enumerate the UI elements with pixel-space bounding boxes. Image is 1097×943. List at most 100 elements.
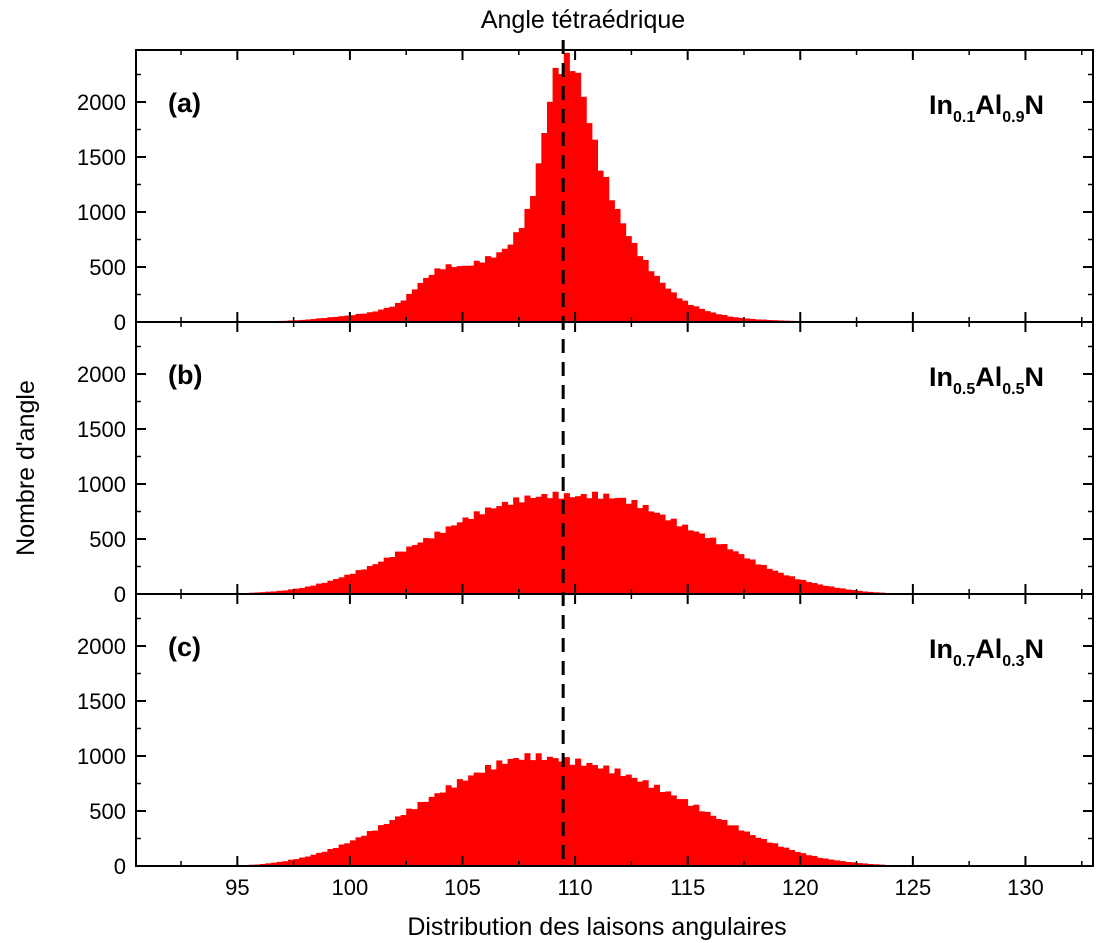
histogram-bar [653,512,660,594]
histogram-bar [541,133,548,322]
histogram-bar [389,557,396,594]
histogram-bar [760,319,767,322]
histogram-bar [372,830,379,866]
histogram-bar [772,570,779,594]
histogram-bar [496,252,503,322]
histogram-bar [366,831,373,866]
y-tick-label: 2000 [77,362,126,387]
histogram-bar [513,497,520,594]
histogram-bar [456,522,463,594]
histogram-bar [631,242,638,322]
histogram-bar [687,530,694,594]
y-axis-label: Nombre d'angle [12,380,40,556]
histogram-bar [710,312,717,322]
histogram-bar [637,781,644,866]
y-tick-label: 1000 [77,744,126,769]
histogram-bar [501,248,508,322]
histogram-bar [479,262,486,322]
histogram-bar [518,502,525,594]
composition-element: In [929,90,953,120]
histogram-bar [727,316,734,322]
histogram-bar [682,300,689,322]
histogram-bar [485,256,492,322]
y-tick-label: 500 [89,527,126,552]
histogram-bar [462,265,469,322]
histogram-bar [310,854,317,866]
histogram-bar [338,577,345,594]
histogram-bar [766,842,773,866]
histogram-bar [361,835,368,866]
histogram-bar [366,312,373,322]
y-tick-label: 0 [114,310,126,335]
histogram-bar [439,269,447,322]
histogram-bar [620,776,627,866]
histogram-bar [698,308,705,322]
histogram-bar [535,496,542,594]
histogram-bar [344,315,351,322]
histogram-bar [378,825,385,866]
histogram-bar [789,576,796,594]
histogram-bar [682,799,689,866]
histogram-bar [721,314,728,322]
histogram-bar [811,583,818,594]
histogram-bar [811,855,818,866]
histogram-bar [333,579,340,594]
histogram-bar [805,855,812,866]
histogram-bar [445,526,452,594]
histogram-bar [361,569,368,594]
histogram-bar [580,765,587,866]
histogram-bar [546,101,553,322]
histogram-bar [417,801,424,866]
histogram-bar [355,837,362,866]
histogram-bar [648,271,655,322]
histogram-bar [530,760,537,866]
histogram-bar [445,785,452,866]
histogram-bar [372,311,379,322]
histogram-bar [490,257,497,322]
histogram-bar [355,570,362,594]
composition-element: N [1025,634,1045,664]
histogram-bar [698,533,705,594]
composition-element: In [929,362,953,392]
x-tick-label: 105 [444,875,481,900]
histogram-bar [637,508,644,594]
panel-c: 0 500 1000 1500 2000 (c) In0.7Al0.3N [77,593,1094,879]
histogram-bar [850,862,857,866]
histogram-bar [839,588,846,594]
histogram-bar [603,765,610,866]
histogram-bar [563,493,570,594]
histogram-bar [620,497,627,594]
histogram-bar [349,840,356,866]
histogram-bar [693,804,700,866]
histogram-bar [591,491,599,594]
histogram-bar [727,549,734,594]
composition-subscript: 0.5 [1002,381,1024,398]
y-tick-label: 2000 [77,634,126,659]
histogram-bar [783,575,790,594]
histogram-bar [462,780,469,866]
histogram-bar [867,863,874,866]
histogram-bar [828,586,835,594]
histogram-bar [642,504,649,594]
histogram-bar [406,808,413,866]
histogram-bar [417,282,424,322]
histogram-bar [546,498,553,594]
histogram-bar [704,311,711,322]
histogram-bar [485,765,492,866]
histogram-bar [327,317,334,322]
histogram-bar [591,139,599,322]
histogram-bar [524,495,531,594]
histogram-bar [794,579,801,594]
composition-label: In0.5Al0.5N [929,362,1044,398]
histogram-bar [687,805,694,866]
histogram-bar [428,796,435,866]
histogram-bar [732,825,739,866]
histogram-bar [839,861,846,866]
histogram-bar [575,758,582,866]
histogram-bar [501,501,508,594]
histogram-bar [822,585,829,594]
histogram-bar [501,763,508,866]
histogram-bar [293,588,300,594]
